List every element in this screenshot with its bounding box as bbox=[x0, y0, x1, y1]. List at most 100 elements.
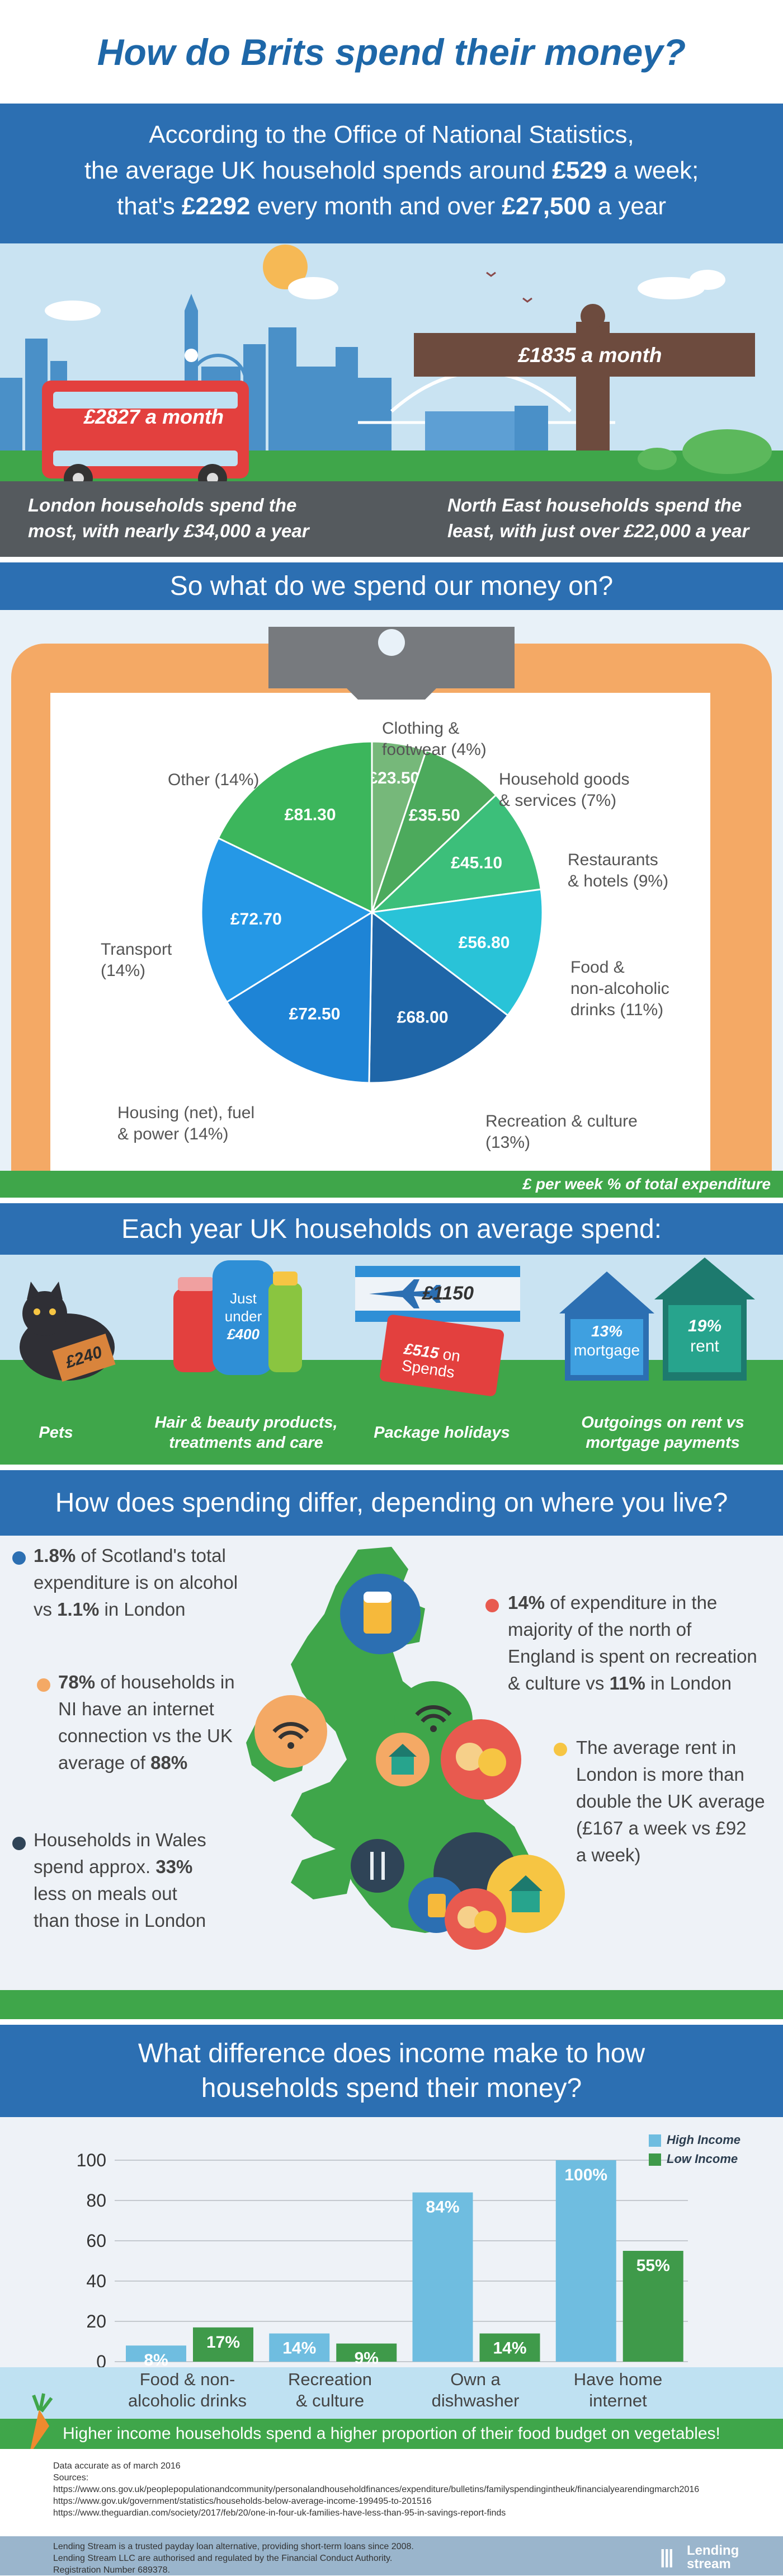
bridge-arch bbox=[390, 370, 572, 413]
bar-value-label: 14% bbox=[282, 2339, 316, 2358]
annual-illustration bbox=[0, 1257, 783, 1401]
beer-icon bbox=[364, 1597, 392, 1634]
scotland-text: vs bbox=[34, 1599, 58, 1620]
ni-stat: 78% of households in NI have an internet… bbox=[58, 1669, 260, 1776]
card-icon bbox=[379, 1315, 504, 1396]
pie-label-line: Household goods bbox=[499, 770, 630, 789]
title-band: How do Brits spend their money? bbox=[0, 0, 783, 104]
region-captions: London households spend the most, with n… bbox=[0, 481, 783, 557]
bar-cat-recreation: Recreation & culture bbox=[263, 2369, 397, 2411]
wales-text: less on meals out bbox=[34, 1883, 177, 1904]
bar-low-income bbox=[193, 2327, 253, 2362]
cloud-icon bbox=[690, 270, 725, 290]
intro-text: every month and over bbox=[250, 193, 502, 220]
pie-label-clothing: Clothing & footwear (4%) bbox=[382, 718, 487, 761]
house-icon bbox=[512, 1891, 540, 1912]
legend-low: Low Income bbox=[649, 2152, 738, 2166]
north-stat: 14% of expenditure in the majority of th… bbox=[508, 1589, 771, 1697]
section-heading: households spend their money? bbox=[201, 2073, 582, 2103]
logo-word: Lending bbox=[687, 2543, 739, 2558]
ni-text: NI have an internet bbox=[58, 1698, 214, 1719]
intro-line-3: that's £2292 every month and over £27,50… bbox=[0, 189, 783, 224]
section-heading: So what do we spend our money on? bbox=[169, 571, 614, 601]
pie-label-recreation: Recreation & culture (13%) bbox=[485, 1111, 638, 1153]
legend-low-swatch bbox=[649, 2153, 661, 2166]
pie-label-line: & hotels bbox=[568, 872, 629, 890]
pie-slice bbox=[225, 911, 373, 1084]
pie-label-line: Housing (net), fuel bbox=[117, 1104, 255, 1122]
cloud-icon bbox=[638, 277, 705, 299]
bar-cat-food: Food & non- alcoholic drinks bbox=[120, 2369, 254, 2411]
north-dot bbox=[485, 1599, 499, 1612]
cutlery-bubble-icon bbox=[351, 1839, 404, 1893]
bottle-icon bbox=[213, 1260, 274, 1375]
map-panel: 1.8% of Scotland's total expenditure is … bbox=[0, 1536, 783, 1990]
pie-label-line: Recreation & culture bbox=[485, 1112, 638, 1130]
bar-low-income bbox=[622, 2251, 683, 2362]
pie-slice bbox=[217, 740, 373, 914]
sun-icon bbox=[263, 245, 308, 289]
pie-value-label: £56.80 bbox=[459, 933, 510, 952]
legend-high-label: High Income bbox=[667, 2133, 741, 2147]
pie-label-household: Household goods & services (7%) bbox=[499, 769, 630, 811]
northeast-amount: £1835 a month bbox=[518, 344, 662, 367]
ni-pct: 78% bbox=[58, 1672, 96, 1692]
intro-text: the average UK household spends around bbox=[84, 157, 553, 184]
holiday-label: Package holidays bbox=[374, 1424, 510, 1442]
rent-stat-text: London is more than bbox=[576, 1764, 744, 1785]
bar-high-income bbox=[269, 2333, 330, 2362]
pie-value-label: £68.00 bbox=[397, 1008, 449, 1027]
rent-stat-text: a week) bbox=[576, 1845, 641, 1865]
pie-value-label: £45.10 bbox=[451, 854, 502, 872]
pie-label-pct: (14%) bbox=[214, 771, 260, 789]
rent-text: 19% rent bbox=[668, 1316, 741, 1357]
scotland-pct: 1.8% bbox=[34, 1545, 76, 1566]
lending-stream-logo[interactable]: ||| Lending stream bbox=[660, 2542, 766, 2572]
london-caption-line: London households spend the bbox=[28, 495, 297, 515]
bar-cat-line: Have home bbox=[573, 2369, 663, 2389]
wifi-icon bbox=[272, 1722, 309, 1740]
pie-legend-bar: £ per week % of total expenditure bbox=[0, 1171, 783, 1198]
bar-value-label: 14% bbox=[493, 2339, 526, 2358]
outgoings-label-line: Outgoings on rent vs bbox=[581, 1414, 744, 1432]
cloud-icon bbox=[45, 301, 101, 321]
source-link[interactable]: https://www.theguardian.com/society/2017… bbox=[53, 2508, 506, 2518]
logo-word: stream bbox=[687, 2556, 731, 2572]
london-alcohol-pct: 1.1% bbox=[57, 1599, 100, 1620]
north-text: of expenditure in the bbox=[545, 1592, 718, 1613]
outgoings-label: Outgoings on rent vs mortgage payments bbox=[559, 1413, 766, 1453]
pie-value-label: £72.50 bbox=[289, 1005, 341, 1023]
uk-map bbox=[246, 1547, 565, 1950]
sources-label: Sources: bbox=[53, 2473, 89, 2483]
intro-line-2: the average UK household spends around £… bbox=[0, 153, 783, 189]
legend-low-label: Low Income bbox=[667, 2152, 738, 2166]
legal-text: Lending Stream is a trusted payday loan … bbox=[53, 2542, 414, 2551]
bar-value-label: 8% bbox=[144, 2351, 168, 2367]
bar-cat-line: & culture bbox=[295, 2391, 365, 2410]
bird-icon bbox=[522, 297, 532, 303]
where-heading: How does spending differ, depending on w… bbox=[0, 1470, 783, 1536]
london-caption-line: most, with nearly £34,000 a year bbox=[28, 520, 309, 541]
pie-label-pct: (14%) bbox=[101, 961, 146, 980]
wales-pct: 33% bbox=[155, 1856, 193, 1877]
intro-text: a year bbox=[591, 193, 666, 220]
north-text: in London bbox=[645, 1673, 732, 1693]
page-title: How do Brits spend their money? bbox=[97, 31, 686, 73]
bottle-icon bbox=[173, 1288, 218, 1372]
pie-value-label: £81.30 bbox=[285, 805, 336, 824]
source-link[interactable]: https://www.gov.uk/government/statistics… bbox=[53, 2497, 432, 2506]
legal-text: Registration Number 689378. bbox=[53, 2565, 171, 2575]
scotland-stat: 1.8% of Scotland's total expenditure is … bbox=[34, 1542, 296, 1623]
pie-panel: £23.50 £35.50 £45.10 £56.80 £68.00 £72.50 £72.… bbox=[0, 610, 783, 1171]
pie-value-label: £35.50 bbox=[409, 806, 460, 824]
wifi-icon bbox=[415, 1705, 452, 1723]
footer-band: Lending Stream is a trusted payday loan … bbox=[0, 2536, 783, 2575]
pie-label-pct: (9%) bbox=[633, 872, 669, 890]
london-recreation-pct: 11% bbox=[609, 1673, 645, 1693]
pie-label-line: non-alcoholic bbox=[570, 979, 669, 998]
source-link[interactable]: https://www.ons.gov.uk/peoplepopulationa… bbox=[53, 2485, 700, 2494]
annual-scene: £240 Just under £400 £1150 £515 on Spend… bbox=[0, 1255, 783, 1401]
pie-value-label: £72.70 bbox=[230, 910, 282, 928]
north-text: & culture vs bbox=[508, 1673, 610, 1693]
y-tick-label: 20 bbox=[86, 2311, 106, 2331]
